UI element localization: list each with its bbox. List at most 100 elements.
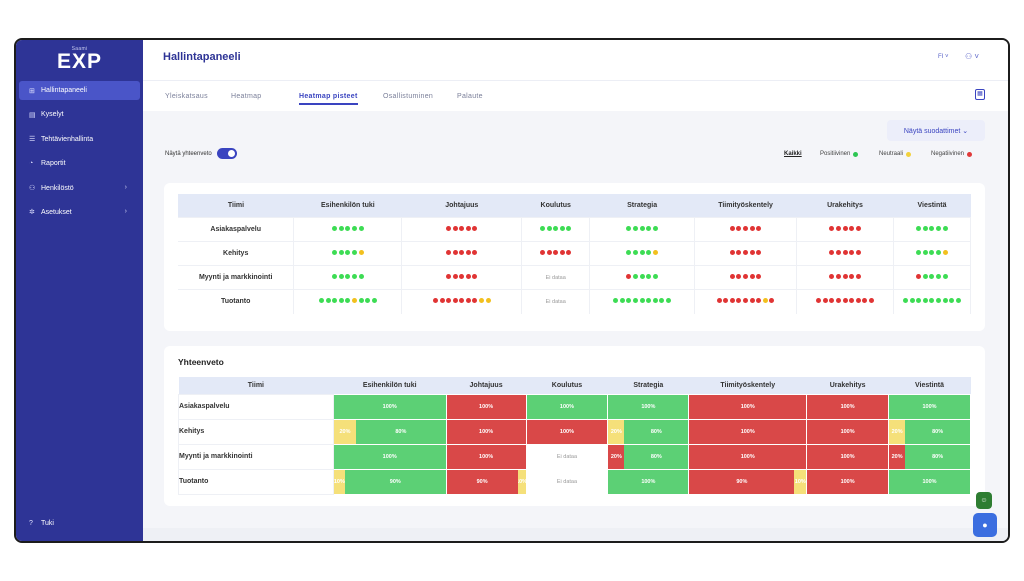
- sidebar-item-kyselyt[interactable]: ▤ Kyselyt: [19, 105, 140, 124]
- column-header-tiimi[interactable]: Tiimi: [178, 377, 334, 394]
- heatmap-cell[interactable]: [893, 240, 972, 266]
- column-header-johtajuus[interactable]: Johtajuus: [401, 194, 522, 217]
- percentage-bar: 100%: [807, 444, 889, 469]
- summary-cell[interactable]: 100%: [525, 418, 609, 445]
- heatmap-cell[interactable]: [694, 216, 798, 242]
- summary-cell[interactable]: 100%: [806, 468, 890, 495]
- summary-cell[interactable]: 100%: [607, 393, 690, 420]
- heatmap-cell[interactable]: [893, 216, 972, 242]
- summary-cell[interactable]: 100%: [806, 418, 890, 445]
- show-filters-button[interactable]: Näytä suodattimet ⌄: [887, 120, 985, 141]
- summary-cell[interactable]: 100%: [445, 393, 527, 420]
- heatmap-cell[interactable]: Ei dataa: [521, 289, 591, 314]
- summary-cell[interactable]: 20% 80%: [332, 418, 447, 445]
- heatmap-cell[interactable]: [401, 289, 523, 314]
- summary-cell[interactable]: 100%: [525, 393, 609, 420]
- heatmap-cell[interactable]: [293, 216, 403, 242]
- robot-icon[interactable]: ☺: [976, 492, 992, 509]
- score-dot: [332, 249, 338, 255]
- grid-view-icon[interactable]: ▦: [975, 89, 985, 100]
- column-header-strategia[interactable]: Strategia: [589, 194, 695, 217]
- column-header-viestintä[interactable]: Viestintä: [888, 377, 971, 394]
- heatmap-cell[interactable]: [893, 289, 972, 314]
- column-header-koulutus[interactable]: Koulutus: [521, 194, 590, 217]
- summary-cell[interactable]: 20% 80%: [888, 443, 971, 470]
- column-header-strategia[interactable]: Strategia: [607, 377, 689, 394]
- chat-icon[interactable]: ●: [973, 513, 997, 537]
- summary-cell[interactable]: 100%: [445, 418, 527, 445]
- sidebar-item-tuki[interactable]: ? Tuki: [29, 520, 54, 527]
- summary-cell[interactable]: 100%: [888, 393, 971, 420]
- tab-osallistuminen[interactable]: Osallistuminen: [383, 93, 434, 100]
- column-header-viestintä[interactable]: Viestintä: [893, 194, 971, 217]
- heatmap-cell[interactable]: [893, 264, 972, 290]
- summary-cell[interactable]: 100%: [806, 443, 890, 470]
- heatmap-cell[interactable]: [796, 289, 894, 314]
- heatmap-cell[interactable]: [401, 264, 523, 290]
- heatmap-cell[interactable]: [694, 240, 798, 266]
- sidebar-item-raportit[interactable]: ◔ Raportit: [19, 154, 140, 173]
- heatmap-cell[interactable]: [796, 264, 894, 290]
- heatmap-cell[interactable]: [796, 240, 894, 266]
- legend-positive[interactable]: Positiivinen: [820, 151, 859, 157]
- heatmap-cell[interactable]: [589, 216, 696, 242]
- summary-cell[interactable]: 90%10%: [445, 468, 527, 495]
- column-header-tiimityöskentely[interactable]: Tiimityöskentely: [694, 194, 797, 217]
- percentage-bar: 100%: [446, 394, 526, 419]
- heatmap-cell[interactable]: [521, 216, 591, 242]
- heatmap-cell[interactable]: Ei dataa: [521, 264, 591, 290]
- summary-cell[interactable]: 90%10%: [688, 468, 808, 495]
- heatmap-cell[interactable]: [293, 264, 403, 290]
- heatmap-cell[interactable]: [401, 240, 523, 266]
- heatmap-cell[interactable]: [589, 289, 696, 314]
- summary-cell[interactable]: 10% 90%: [332, 468, 447, 495]
- language-selector[interactable]: FI ˅: [938, 54, 949, 60]
- heatmap-cell[interactable]: [293, 240, 403, 266]
- summary-cell[interactable]: 20% 80%: [607, 418, 690, 445]
- heatmap-cell[interactable]: [521, 240, 591, 266]
- summary-cell[interactable]: 100%: [688, 418, 808, 445]
- heatmap-cell[interactable]: [796, 216, 894, 242]
- summary-toggle[interactable]: [216, 148, 237, 159]
- sidebar-item-asetukset[interactable]: ✲ Asetukset ›: [19, 203, 140, 222]
- summary-cell[interactable]: 100%: [688, 443, 808, 470]
- column-header-urakehitys[interactable]: Urakehitys: [796, 194, 894, 217]
- summary-cell[interactable]: 100%: [688, 393, 808, 420]
- summary-cell[interactable]: 100%: [332, 443, 447, 470]
- heatmap-cell[interactable]: [293, 289, 403, 314]
- column-header-koulutus[interactable]: Koulutus: [526, 377, 608, 394]
- column-header-urakehitys[interactable]: Urakehitys: [806, 377, 889, 394]
- legend-negative[interactable]: Negatiivinen: [931, 151, 973, 157]
- column-header-esihenkilön-tuki[interactable]: Esihenkilön tuki: [333, 377, 447, 394]
- heatmap-cell[interactable]: [401, 216, 523, 242]
- summary-cell[interactable]: 100%: [888, 468, 971, 495]
- heatmap-cell[interactable]: [589, 240, 696, 266]
- user-menu-icon[interactable]: ⚇ ˅: [965, 52, 980, 61]
- summary-cell[interactable]: 100%: [607, 468, 690, 495]
- team-name: Asiakaspalvelu: [178, 393, 334, 420]
- legend-all[interactable]: Kaikki: [784, 151, 802, 157]
- tab-yleiskatsaus[interactable]: Yleiskatsaus: [165, 93, 208, 100]
- summary-cell[interactable]: 20% 80%: [607, 443, 690, 470]
- column-header-johtajuus[interactable]: Johtajuus: [446, 377, 527, 394]
- column-header-esihenkilön-tuki[interactable]: Esihenkilön tuki: [293, 194, 402, 217]
- column-header-tiimi[interactable]: Tiimi: [178, 194, 294, 217]
- heatmap-cell[interactable]: [694, 264, 798, 290]
- tab-heatmap-pisteet[interactable]: Heatmap pisteet: [299, 93, 358, 105]
- logo[interactable]: Saami EXP: [16, 46, 143, 72]
- summary-cell[interactable]: Ei dataa: [525, 468, 609, 495]
- tab-palaute[interactable]: Palaute: [457, 93, 483, 100]
- tab-heatmap[interactable]: Heatmap: [231, 93, 262, 100]
- summary-cell[interactable]: 100%: [445, 443, 527, 470]
- summary-cell[interactable]: 20% 80%: [888, 418, 971, 445]
- summary-cell[interactable]: 100%: [332, 393, 447, 420]
- sidebar-item-henkilöstö[interactable]: ⚇ Henkilöstö ›: [19, 179, 140, 198]
- sidebar-item-hallintapaneeli[interactable]: ⊞ Hallintapaneeli: [19, 81, 140, 100]
- summary-cell[interactable]: Ei dataa: [525, 443, 609, 470]
- summary-cell[interactable]: 100%: [806, 393, 890, 420]
- heatmap-cell[interactable]: [589, 264, 696, 290]
- legend-neutral[interactable]: Neutraali: [879, 151, 912, 157]
- column-header-tiimityöskentely[interactable]: Tiimityöskentely: [688, 377, 807, 394]
- sidebar-item-tehtävienhallinta[interactable]: ☰ Tehtävienhallinta: [19, 130, 140, 149]
- heatmap-cell[interactable]: [694, 289, 798, 314]
